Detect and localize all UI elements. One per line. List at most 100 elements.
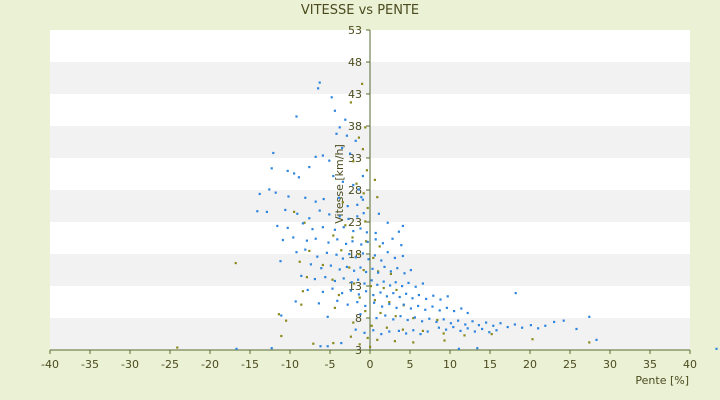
data-point — [481, 327, 484, 331]
data-point — [328, 213, 331, 216]
data-point — [513, 323, 516, 326]
data-point — [326, 315, 329, 318]
data-point — [360, 243, 363, 246]
data-point — [373, 254, 376, 257]
data-point — [280, 314, 283, 317]
data-point — [321, 290, 324, 293]
data-point — [365, 231, 368, 234]
data-point — [407, 281, 410, 284]
data-point — [426, 330, 429, 333]
data-point — [379, 311, 382, 315]
data-point — [365, 290, 368, 293]
data-point — [464, 323, 467, 326]
data-point — [341, 201, 344, 204]
data-point — [298, 260, 301, 263]
chart-title: VITESSE vs PENTE — [301, 3, 419, 18]
data-point — [341, 257, 344, 260]
data-point — [537, 327, 540, 330]
data-point — [391, 237, 394, 240]
data-point — [338, 215, 341, 218]
data-point — [397, 329, 400, 332]
data-point — [492, 324, 495, 327]
data-point — [394, 315, 397, 318]
data-point — [357, 136, 360, 139]
data-point — [341, 146, 344, 149]
data-point — [349, 101, 352, 104]
data-point — [362, 212, 365, 215]
data-point — [394, 281, 397, 284]
data-point — [318, 209, 321, 212]
data-point — [575, 327, 578, 331]
data-point — [379, 291, 382, 294]
data-point — [361, 82, 364, 85]
data-point — [357, 293, 360, 296]
data-point — [332, 234, 335, 237]
data-point — [305, 276, 308, 279]
x-tick-label: 0 — [367, 358, 374, 371]
data-point — [351, 240, 354, 243]
data-point — [442, 332, 445, 335]
data-point — [495, 329, 498, 332]
data-point — [531, 338, 534, 341]
y-tick-label: 8 — [355, 312, 362, 325]
data-point — [333, 306, 336, 309]
data-point — [349, 289, 352, 292]
data-point — [353, 282, 356, 285]
data-point — [320, 267, 323, 270]
data-point — [562, 319, 565, 322]
data-point — [382, 286, 385, 290]
data-point — [382, 280, 385, 283]
data-point — [338, 126, 341, 129]
data-point — [357, 253, 360, 256]
y-tick-label: 38 — [348, 120, 362, 133]
data-point — [463, 334, 466, 337]
data-point — [352, 321, 355, 324]
data-point — [431, 305, 434, 308]
data-point — [359, 313, 362, 316]
data-point — [308, 165, 311, 169]
data-point — [280, 334, 283, 338]
y-tick-label: 3 — [355, 344, 362, 357]
data-point — [318, 81, 321, 84]
data-point — [344, 118, 347, 121]
data-point — [436, 318, 439, 322]
data-point — [362, 269, 365, 272]
data-point — [297, 176, 300, 179]
data-point — [345, 134, 348, 137]
data-point — [499, 322, 502, 325]
data-point — [301, 290, 304, 293]
y-tick-label: 28 — [348, 184, 362, 197]
x-tick-label: -20 — [201, 358, 219, 371]
axes — [49, 29, 691, 354]
data-point — [357, 278, 360, 281]
data-point — [385, 326, 388, 329]
x-tick-label: -10 — [281, 358, 299, 371]
data-point — [365, 270, 368, 274]
data-point — [401, 254, 404, 258]
data-point — [471, 320, 474, 323]
data-point — [409, 269, 412, 272]
data-point — [331, 278, 334, 281]
data-point — [414, 285, 417, 288]
data-point — [375, 317, 378, 320]
data-point — [305, 239, 308, 242]
data-point — [370, 324, 373, 327]
x-tick-labels: -40 -35 -30 -25 -20 -15 -10 -5 0 5 10 15 20 25 30 35 40 — [41, 358, 697, 371]
data-point — [287, 195, 290, 198]
data-point — [388, 302, 391, 306]
data-point — [595, 338, 598, 341]
data-point — [312, 342, 315, 345]
data-point — [317, 302, 320, 305]
data-point — [412, 317, 415, 320]
x-tick-label: -35 — [81, 358, 99, 371]
y-tick-label: 48 — [348, 56, 362, 69]
data-point — [317, 87, 320, 90]
data-point — [366, 240, 369, 244]
data-point — [386, 221, 389, 224]
data-point — [309, 263, 312, 266]
data-point — [333, 109, 336, 112]
data-point — [403, 272, 406, 275]
data-point — [352, 160, 355, 163]
data-point — [435, 320, 438, 324]
data-point — [342, 277, 345, 280]
